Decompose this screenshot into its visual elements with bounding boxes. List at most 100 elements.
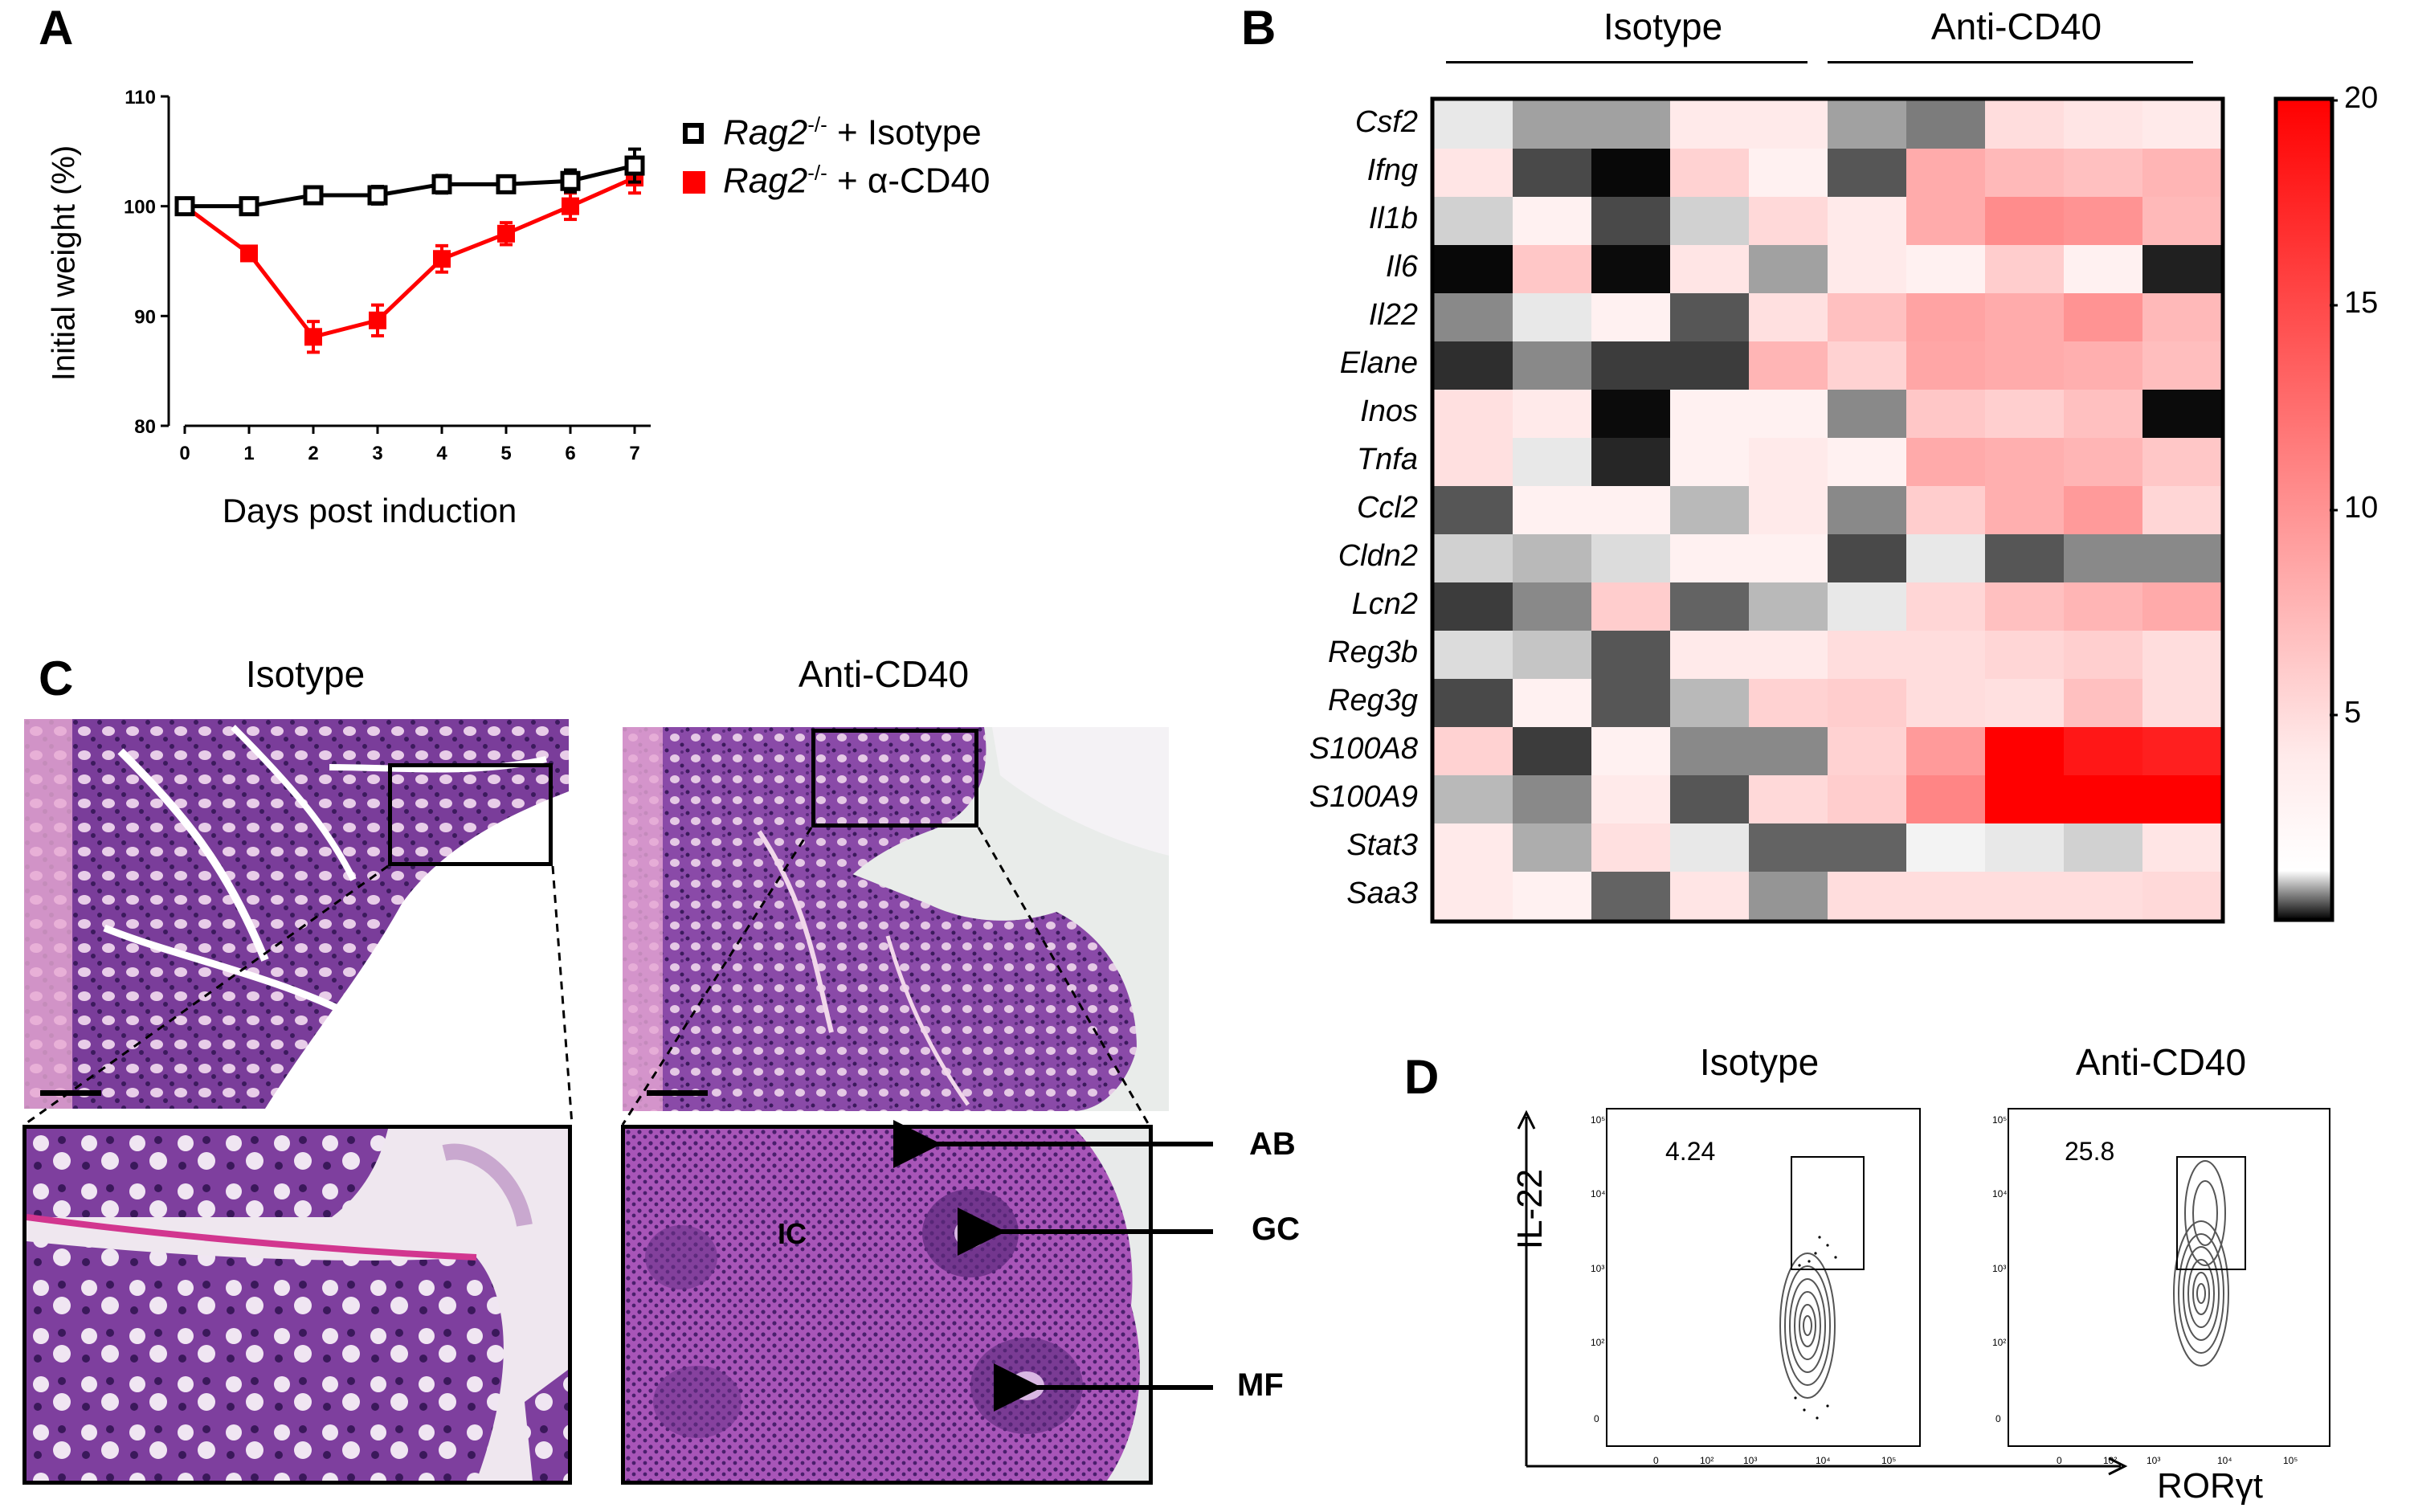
heatmap-cell [1434, 438, 1513, 487]
flow-gate-anti-cd40 [2176, 1156, 2246, 1270]
colorbar-tick-label: 20 [2344, 81, 2379, 115]
heatmap-cell [2064, 438, 2143, 487]
svg-text:10⁵: 10⁵ [1881, 1455, 1896, 1466]
flow-title-isotype: Isotype [1699, 1041, 1820, 1083]
heatmap-cell [1591, 631, 1671, 680]
data-point-isotype [239, 196, 259, 217]
histology-isotype-inset [22, 1125, 572, 1485]
x-tick-label: 7 [629, 443, 639, 464]
gate-frequency-isotype: 4.24 [1665, 1137, 1716, 1166]
heatmap-cell [1670, 823, 1750, 872]
heatmap-group-isotype: Isotype [1603, 6, 1723, 47]
label-mf: MF [1237, 1367, 1284, 1403]
heatmap-cell [1828, 438, 1907, 487]
gene-label: Lcn2 [1351, 587, 1418, 621]
heatmap-cell [1749, 293, 1828, 342]
gene-label: Cldn2 [1338, 539, 1418, 573]
svg-text:10²: 10² [1700, 1455, 1714, 1466]
svg-text:10³: 10³ [2147, 1455, 2160, 1466]
legend-cd40-sup: -/- [807, 161, 827, 185]
heatmap-group-isotype-bar [1446, 61, 1808, 63]
legend-marker-isotype [683, 123, 704, 144]
heatmap-cell [1749, 872, 1828, 921]
heatmap-cell [1828, 872, 1907, 921]
x-tick-label: 2 [308, 443, 318, 464]
heatmap-cell [1828, 582, 1907, 631]
colorbar-tick-label: 15 [2344, 286, 2379, 320]
heatmap-cell [2142, 582, 2222, 631]
x-tick-label: 4 [436, 443, 447, 464]
weight-chart-series [174, 147, 645, 354]
heatmap-cell [1434, 245, 1513, 294]
heatmap-group-anti-cd40: Anti-CD40 [1930, 6, 2102, 47]
data-point-isotype [174, 196, 195, 217]
svg-text:10³: 10³ [1992, 1263, 2006, 1274]
heatmap-cell [1513, 486, 1592, 535]
svg-text:10⁵: 10⁵ [1591, 1114, 1605, 1126]
heatmap-cell [1434, 727, 1513, 776]
heatmap-cell [2064, 293, 2143, 342]
y-tick-label: 90 [134, 306, 156, 328]
heatmap-cell [1985, 149, 2065, 198]
heatmap-cell [1749, 631, 1828, 680]
svg-text:0: 0 [1594, 1413, 1599, 1424]
gene-label: Stat3 [1346, 828, 1418, 862]
label-ic: IC [778, 1217, 807, 1250]
heatmap-cell [2064, 245, 2143, 294]
heatmap-cell [1591, 149, 1671, 198]
heatmap-cell [1670, 727, 1750, 776]
heatmap-cell [2064, 582, 2143, 631]
heatmap-cell [1591, 100, 1671, 149]
heatmap-cell [1591, 245, 1671, 294]
heatmap-cell [1513, 438, 1592, 487]
data-point-isotype [367, 185, 388, 206]
heatmap-cell [1985, 727, 2065, 776]
heatmap-cell [1513, 727, 1592, 776]
svg-text:10³: 10³ [1591, 1263, 1604, 1274]
heatmap-cell [1985, 872, 2065, 921]
heatmap-cell [1828, 197, 1907, 246]
heatmap-cell [1749, 679, 1828, 728]
colorbar-tick-label: 5 [2344, 696, 2362, 729]
x-tick-label: 0 [179, 443, 190, 464]
legend-isotype-sup: -/- [807, 112, 827, 137]
heatmap-cell [1591, 438, 1671, 487]
x-tick-label: 1 [243, 443, 254, 464]
heatmap-frame [1430, 96, 2225, 924]
heatmap-cell [1670, 631, 1750, 680]
heatmap-cell [1828, 679, 1907, 728]
y-tick-label: 110 [125, 87, 156, 108]
heatmap-cell [1591, 582, 1671, 631]
heatmap-cell [1591, 534, 1671, 583]
heatmap-cell [1749, 775, 1828, 824]
colorbar-ticks [2330, 99, 2338, 717]
heatmap-cell [1828, 823, 1907, 872]
heatmap-cell [1434, 341, 1513, 390]
heatmap-cell [2142, 390, 2222, 439]
heatmap-cell [1985, 293, 2065, 342]
heatmap-cell [2142, 872, 2222, 921]
heatmap-cell [1985, 582, 2065, 631]
heatmap-cell [2064, 823, 2143, 872]
data-point-cd40 [240, 244, 258, 263]
heatmap-cell [2142, 293, 2222, 342]
gene-label: Tnfa [1356, 443, 1418, 476]
heatmap-cell [1670, 775, 1750, 824]
heatmap-cell [1749, 534, 1828, 583]
heatmap-cell [1985, 341, 2065, 390]
data-point-isotype [560, 170, 581, 191]
heatmap-cell [1906, 149, 1986, 198]
flow-plot-anti-cd40-frame [2008, 1108, 2330, 1447]
data-point-isotype [496, 174, 517, 194]
heatmap-cell [1591, 727, 1671, 776]
gene-label: Ifng [1366, 153, 1418, 187]
x-tick-label: 6 [565, 443, 575, 464]
flow-plots: 10⁵ 10⁴ 10³ 10² 0 10⁵ 10⁴ 10³ 10² 0 0 10² 10³ 10⁴ 10… [1517, 1108, 2330, 1476]
heatmap-cell [1434, 823, 1513, 872]
heatmap-cell [1670, 197, 1750, 246]
histology-anti-cd40-overview-image [623, 727, 1169, 1111]
heatmap-cell [1985, 534, 2065, 583]
x-tick-label: 5 [500, 443, 511, 464]
data-point-isotype [303, 185, 324, 206]
